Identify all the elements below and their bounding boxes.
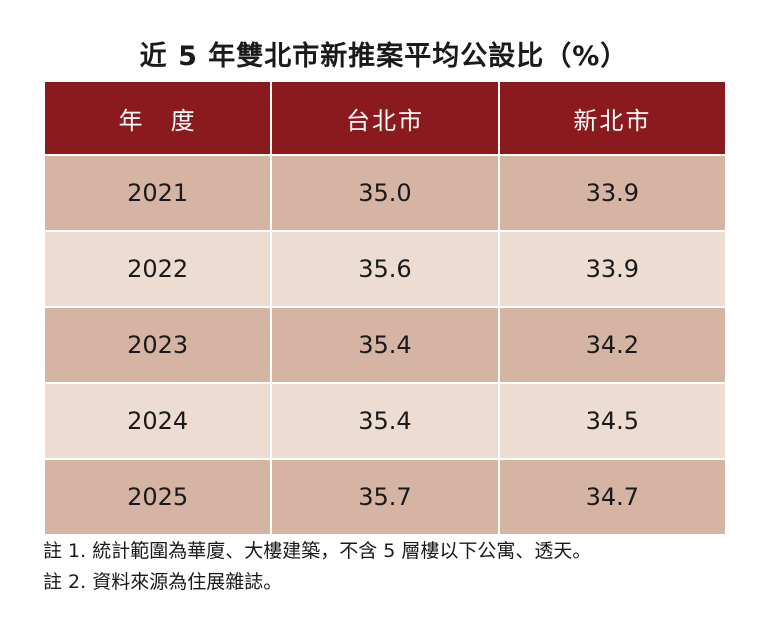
cell-year: 2024	[42, 382, 273, 460]
cell-taipei: 35.6	[270, 230, 500, 308]
cell-new-taipei: 34.5	[497, 382, 728, 460]
note-1: 註 1. 統計範圍為華廈、大樓建築，不含 5 層樓以下公寓、透天。	[43, 540, 592, 562]
header-new-taipei: 新北市	[497, 80, 728, 156]
cell-year: 2022	[42, 230, 273, 308]
footnotes: 註 1. 統計範圍為華廈、大樓建築，不含 5 層樓以下公寓、透天。 註 2. 資…	[43, 536, 591, 598]
note-2: 註 2. 資料來源為住展雜誌。	[43, 571, 283, 593]
data-table: 年 度 台北市 新北市 2021 35.0 33.9 2022 35.6 33.9 2023…	[42, 80, 728, 536]
header-row: 年 度 台北市 新北市	[42, 80, 728, 156]
table-title: 近 5 年雙北市新推案平均公設比（%）	[139, 41, 629, 72]
cell-new-taipei: 33.9	[497, 230, 728, 308]
table-row: 2021 35.0 33.9	[42, 154, 728, 232]
cell-taipei: 35.0	[270, 154, 500, 232]
cell-taipei: 35.7	[270, 458, 500, 536]
cell-new-taipei: 34.7	[497, 458, 728, 536]
cell-year: 2023	[42, 306, 273, 384]
cell-year: 2021	[42, 154, 273, 232]
cell-taipei: 35.4	[270, 382, 500, 460]
cell-year: 2025	[42, 458, 273, 536]
table-row: 2024 35.4 34.5	[42, 382, 728, 460]
cell-new-taipei: 33.9	[497, 154, 728, 232]
cell-new-taipei: 34.2	[497, 306, 728, 384]
header-taipei: 台北市	[270, 80, 500, 156]
table-row: 2022 35.6 33.9	[42, 230, 728, 308]
table-row: 2025 35.7 34.7	[42, 458, 728, 536]
header-year: 年 度	[42, 80, 273, 156]
cell-taipei: 35.4	[270, 306, 500, 384]
table-row: 2023 35.4 34.2	[42, 306, 728, 384]
